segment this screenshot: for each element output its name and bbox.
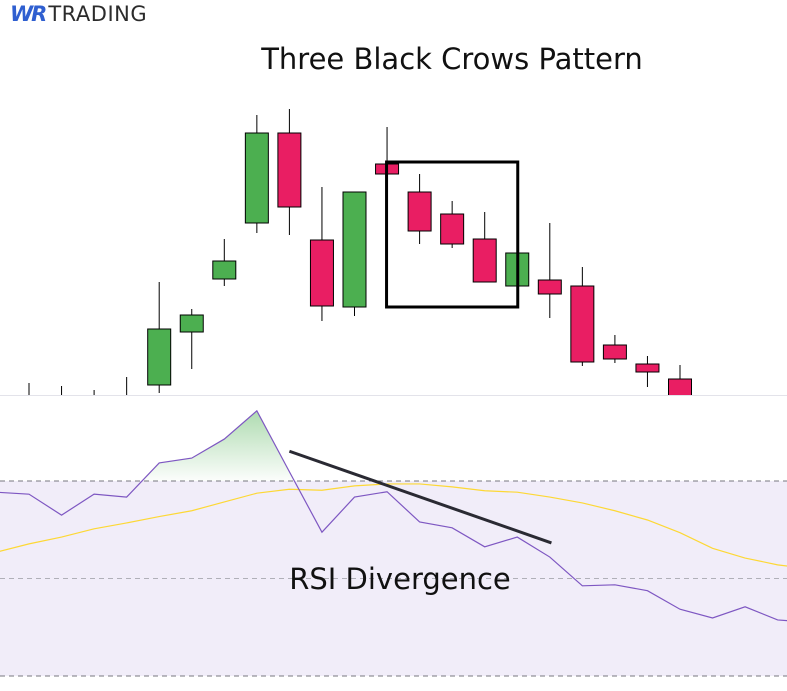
candle [472,212,497,283]
bearish-candle-body [570,285,595,363]
bearish-candle-body [440,213,465,245]
bullish-candle-body [244,132,269,224]
bullish-candle-body [342,191,367,308]
logo-mark: WR [10,2,47,26]
bearish-candle-body [309,239,334,307]
chart-title: Three Black Crows Pattern [261,42,643,76]
overbought-fill [141,410,295,481]
candle [602,335,627,363]
candle [635,356,660,387]
bullish-candle-body [147,328,172,386]
three-black-crows-box [385,160,520,309]
wr-trading-logo: WR TRADING [10,2,147,26]
rsi-band [0,481,787,676]
divergence-trendline [288,449,552,545]
rsi-divergence-label: RSI Divergence [289,562,511,596]
candle [570,267,595,366]
candle [342,191,367,316]
candle [537,223,562,318]
bearish-candle-body [668,378,692,395]
rsi-panel [0,409,787,677]
candle [244,115,269,233]
bullish-candle-body [179,314,204,333]
price-panel [28,109,692,395]
candle [407,174,432,244]
bullish-candle-body [212,260,237,280]
candle [440,201,465,248]
bearish-candle-body [635,363,660,373]
bearish-candle-body [537,279,562,295]
bearish-candle-body [602,344,627,360]
candle [668,365,692,395]
rsi-line [0,409,787,622]
candle [212,239,237,286]
logo-word: TRADING [48,2,148,26]
candle [179,309,204,369]
candle [277,109,302,235]
bearish-candle-body [277,132,302,208]
candle [147,282,172,393]
candle [309,187,334,321]
rsi-ma-line [0,483,787,567]
bearish-candle-body [407,191,432,232]
bearish-candle-body [472,238,497,283]
